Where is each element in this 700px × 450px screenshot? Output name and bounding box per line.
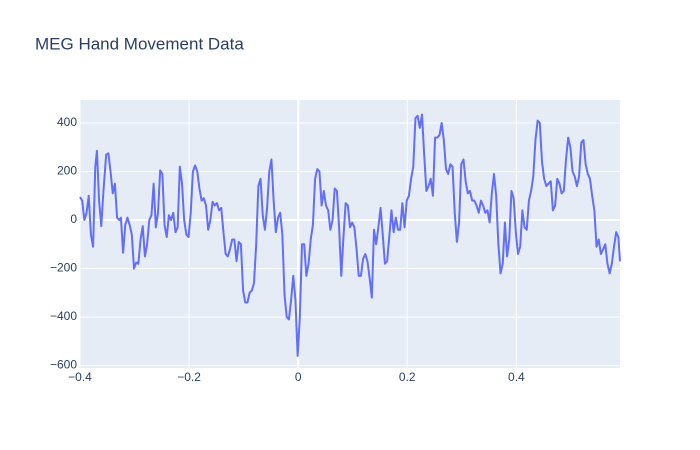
chart-title: MEG Hand Movement Data <box>35 34 244 53</box>
x-tick-label: −0.4 <box>68 370 92 384</box>
marks <box>79 113 621 357</box>
y-tick-label: −600 <box>50 358 77 372</box>
x-tick-label: −0.2 <box>177 370 201 384</box>
x-tick-label: 0.2 <box>399 370 416 384</box>
y-tick-label: 200 <box>57 164 77 178</box>
y-tick-label: 0 <box>70 212 77 226</box>
x-tick-label: 0 <box>295 370 302 384</box>
plot-area <box>80 100 620 368</box>
x-tick-label: 0.4 <box>508 370 525 384</box>
y-tick-label: −400 <box>50 309 77 323</box>
y-tick-label: −200 <box>50 261 77 275</box>
y-tick-label: 400 <box>57 115 77 129</box>
data-line <box>79 113 621 357</box>
labels: −600 −400 −200 0 200 400 −0.4 −0.2 0 0.2 0.4 <box>50 115 525 384</box>
